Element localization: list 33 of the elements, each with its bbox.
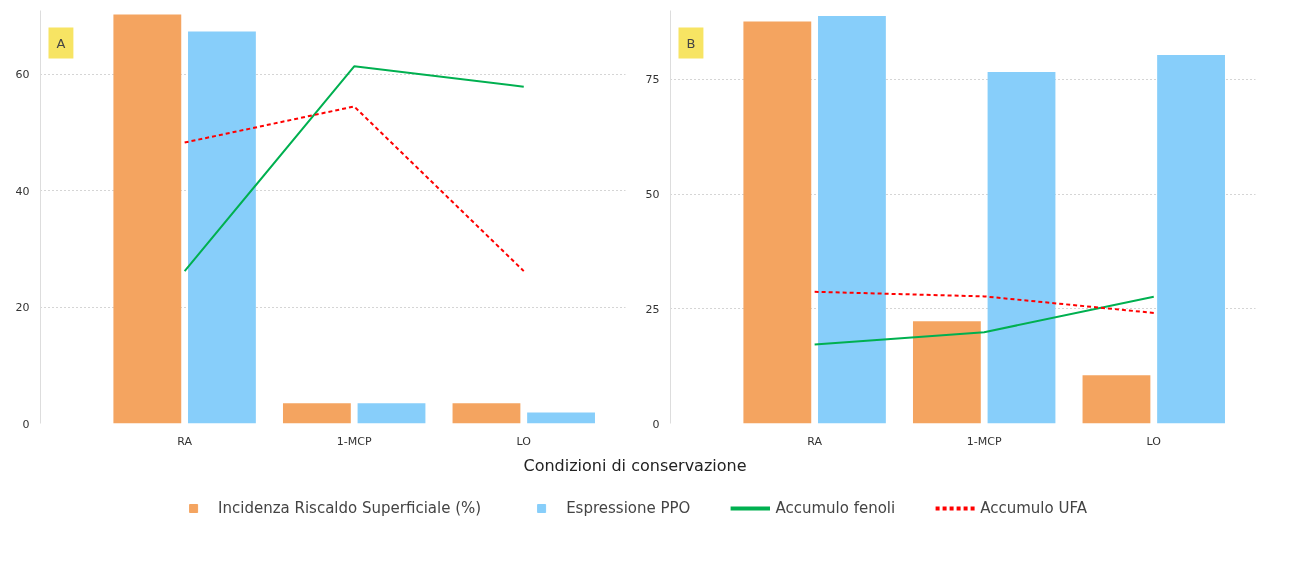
bar [527, 412, 595, 424]
legend-label: Accumulo UFA [980, 498, 1087, 517]
annotation: A [56, 35, 66, 51]
x-tick-label: RA [807, 434, 823, 448]
bar [113, 14, 182, 424]
x-tick-label: LO [1146, 434, 1162, 448]
y-tick-label: 25 [645, 302, 660, 316]
y-tick-label: 50 [645, 188, 660, 202]
x-tick-label: 1-MCP [966, 434, 1002, 448]
bar [987, 71, 1056, 424]
y-tick-label: 75 [645, 73, 660, 87]
bar [912, 321, 981, 424]
bar [1157, 55, 1225, 424]
bar [743, 21, 812, 424]
legend-label: Incidenza Riscaldo Superficiale (%) [218, 498, 482, 517]
bar [818, 16, 886, 424]
bar [357, 403, 426, 424]
y-tick-label: 20 [15, 301, 30, 315]
bar [1082, 375, 1151, 424]
x-tick-label: LO [516, 434, 532, 448]
y-tick-label: 60 [15, 68, 30, 82]
y-tick-label: 0 [22, 417, 30, 431]
legend-label: Espressione PPO [566, 498, 691, 517]
x-tick-label: RA [177, 434, 193, 448]
x-tick-label: 1-MCP [336, 434, 372, 448]
bar [188, 31, 256, 424]
bar [282, 403, 351, 424]
bar [452, 403, 521, 424]
x-axis-title: Condizioni di conservazione [523, 455, 747, 477]
y-tick-label: 40 [15, 184, 30, 198]
y-tick-label: 0 [652, 417, 660, 431]
legend-label: Accumulo fenoli [775, 498, 896, 517]
annotation: B [686, 35, 696, 51]
